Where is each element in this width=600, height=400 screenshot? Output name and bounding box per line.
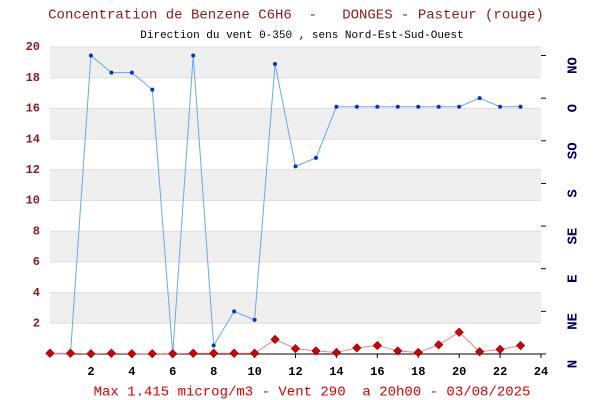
x-tick-label: 6: [169, 365, 176, 379]
point: [313, 155, 318, 160]
series-line: [50, 54, 521, 355]
grid-band: [50, 47, 541, 78]
y-tick-label: 6: [33, 255, 40, 269]
x-tick-label: 20: [452, 365, 466, 379]
y2-tick-label: NE: [566, 313, 582, 330]
point: [413, 347, 423, 358]
point: [457, 104, 462, 109]
y2-tick-label: NO: [566, 57, 582, 74]
x-tick-label: 12: [288, 365, 302, 379]
point: [436, 104, 441, 109]
point: [498, 104, 503, 109]
y2-tick-label: O: [566, 104, 582, 112]
y2-tick-label: SE: [566, 228, 582, 245]
point: [109, 70, 114, 75]
point: [65, 348, 76, 358]
point: [375, 104, 380, 109]
y-tick-label: 16: [26, 102, 40, 116]
point: [209, 348, 219, 358]
point: [229, 348, 239, 358]
point: [273, 62, 278, 67]
point: [372, 340, 382, 351]
y2-tick-label: S: [566, 189, 582, 197]
point: [127, 349, 137, 359]
point: [147, 349, 157, 359]
point: [395, 104, 400, 109]
y-tick-label: 14: [26, 132, 40, 146]
point: [252, 317, 257, 322]
y-tick-label: 10: [26, 194, 40, 208]
point: [45, 348, 55, 358]
point: [168, 349, 178, 359]
x-tick-label: 16: [370, 365, 384, 379]
point: [331, 347, 342, 358]
point: [354, 104, 359, 109]
point: [495, 344, 505, 354]
point: [106, 348, 116, 358]
grid-band: [50, 231, 541, 262]
chart-subtitle: Direction du vent 0-350 , sens Nord-Est-…: [140, 30, 463, 42]
x-tick-label: 18: [411, 365, 425, 379]
point: [475, 347, 485, 357]
y2-tick-label: E: [566, 275, 582, 283]
y-tick-label: 4: [33, 286, 40, 300]
point: [150, 87, 155, 92]
x-tick-label: 10: [247, 365, 261, 379]
chart-footer: Max 1.415 microg/m3 - Vent 290 a 20h00 -…: [94, 385, 531, 400]
point: [393, 346, 403, 356]
grid-band: [50, 292, 541, 324]
point: [477, 96, 482, 101]
y-tick-label: 18: [26, 71, 40, 85]
point: [290, 344, 301, 354]
y-tick-label: 8: [33, 224, 40, 238]
point: [211, 343, 216, 348]
x-tick-label: 2: [87, 365, 94, 379]
point: [293, 164, 298, 169]
point: [88, 53, 93, 58]
point: [311, 346, 321, 356]
point: [515, 340, 526, 351]
point: [249, 348, 260, 358]
y2-tick-label: N: [566, 360, 582, 368]
point: [434, 340, 444, 350]
point: [454, 327, 464, 337]
x-tick-label: 8: [210, 365, 217, 379]
point: [518, 104, 523, 109]
point: [188, 348, 198, 358]
point: [86, 349, 96, 359]
point: [129, 70, 134, 75]
x-tick-label: 14: [329, 365, 343, 379]
grid-band: [50, 169, 541, 201]
y-tick-label: 12: [26, 163, 40, 177]
y-tick-label: 20: [26, 40, 40, 54]
x-tick-label: 4: [128, 365, 135, 379]
point: [334, 104, 339, 109]
y-tick-label: 2: [33, 316, 40, 330]
x-tick-label: 24: [534, 365, 548, 379]
point: [416, 104, 421, 109]
point: [232, 309, 237, 314]
point: [352, 343, 362, 353]
y2-tick-label: SO: [566, 142, 582, 159]
x-tick-label: 22: [493, 365, 507, 379]
point: [191, 53, 196, 58]
grid-band: [50, 108, 541, 140]
point: [270, 334, 280, 345]
chart-title: Concentration de Benzene C6H6 - DONGES -…: [48, 8, 544, 24]
